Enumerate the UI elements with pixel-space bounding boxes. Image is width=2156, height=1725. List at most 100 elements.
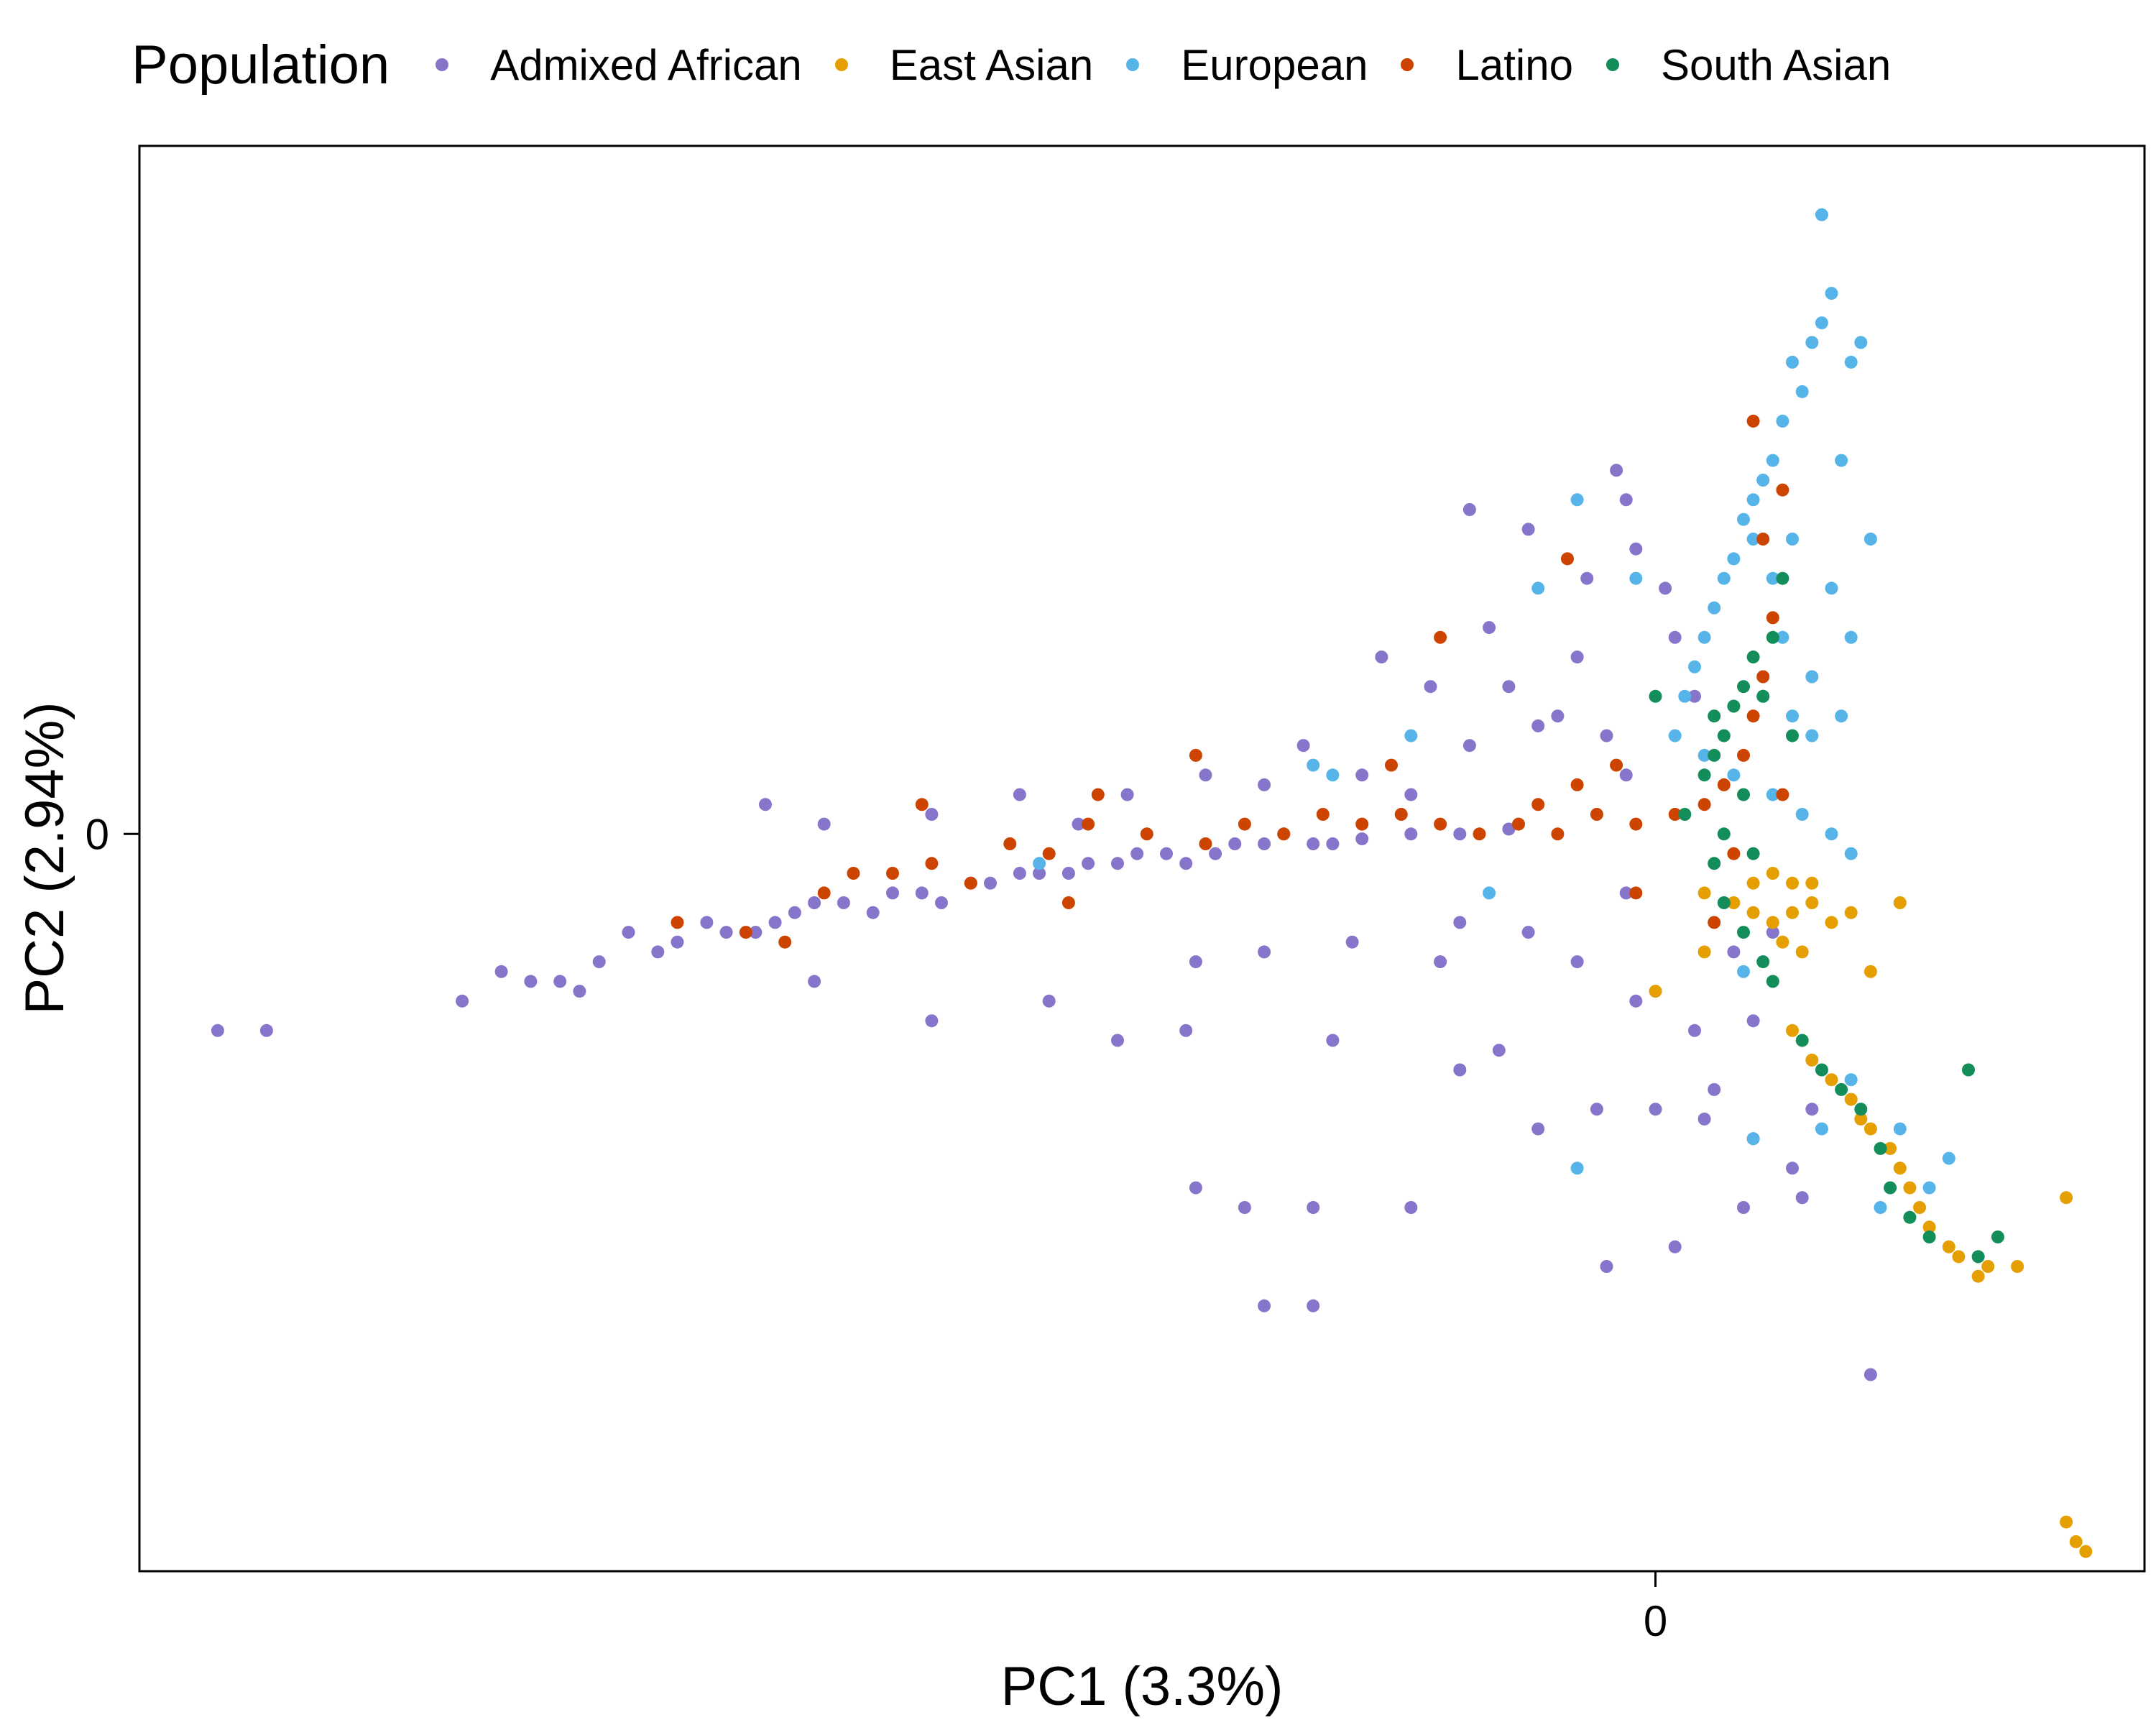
point-admixed-african-47 <box>1120 788 1134 801</box>
point-admixed-african-57 <box>1521 523 1535 536</box>
point-east-asian-18 <box>1864 1122 1877 1136</box>
point-european-3 <box>1786 355 1799 369</box>
point-east-asian-1 <box>1727 896 1741 909</box>
point-european-21 <box>1795 808 1809 821</box>
point-east-asian-29 <box>2060 1191 2073 1205</box>
point-admixed-african-28 <box>700 916 714 929</box>
point-admixed-african-34 <box>984 876 997 890</box>
point-admixed-african-27 <box>651 945 665 959</box>
point-admixed-african-45 <box>1013 788 1026 801</box>
legend-label-admixed-african: Admixed African <box>490 40 802 89</box>
point-latino-15 <box>1434 817 1447 831</box>
legend-item-european: European <box>1126 40 1368 90</box>
point-admixed-african-41 <box>1326 837 1340 850</box>
point-east-asian-37 <box>2079 1545 2093 1558</box>
point-admixed-african-54 <box>1531 719 1545 732</box>
point-latino-10 <box>1238 817 1251 831</box>
point-latino-44 <box>1629 886 1643 900</box>
point-admixed-african-81 <box>1258 945 1271 959</box>
point-south-asian-3 <box>1727 699 1741 713</box>
point-admixed-african-71 <box>1619 768 1633 782</box>
point-south-asian-31 <box>1708 709 1721 723</box>
point-european-28 <box>1864 533 1877 546</box>
point-admixed-african-9 <box>719 926 733 939</box>
point-south-asian-17 <box>1854 1103 1868 1116</box>
point-east-asian-36 <box>2069 1535 2083 1548</box>
point-admixed-african-93 <box>1590 1103 1603 1116</box>
legend-swatch-south-asian <box>1606 58 1619 71</box>
point-admixed-african-42 <box>759 798 772 811</box>
points-layer <box>211 208 2093 1558</box>
point-east-asian-16 <box>1844 1092 1858 1106</box>
point-european-18 <box>1697 748 1711 762</box>
point-european-29 <box>1835 454 1848 467</box>
point-european-20 <box>1766 788 1779 801</box>
point-latino-42 <box>1561 552 1574 566</box>
y-axis-label: PC2 (2.94%) <box>14 702 75 1014</box>
point-european-42 <box>1483 886 1496 900</box>
point-european-16 <box>1678 689 1692 703</box>
point-admixed-african-78 <box>1708 1082 1721 1096</box>
point-south-asian-13 <box>1766 975 1779 988</box>
point-european-52 <box>1570 1162 1584 1175</box>
point-admixed-african-95 <box>1697 1112 1711 1126</box>
point-european-45 <box>1844 1073 1858 1087</box>
point-european-15 <box>1688 660 1701 673</box>
point-admixed-african-19 <box>1209 847 1222 860</box>
point-admixed-african-29 <box>749 926 763 939</box>
point-admixed-african-58 <box>1580 571 1594 585</box>
point-admixed-african-61 <box>1629 542 1643 556</box>
point-latino-5 <box>1003 837 1017 850</box>
point-admixed-african-60 <box>1619 493 1633 507</box>
point-south-asian-1 <box>1708 748 1721 762</box>
point-latino-24 <box>1737 748 1750 762</box>
point-european-10 <box>1746 533 1760 546</box>
point-latino-28 <box>1756 533 1770 546</box>
legend-title: Population <box>132 34 390 96</box>
point-admixed-african-52 <box>1404 788 1418 801</box>
legend-label-east-asian: East Asian <box>889 40 1094 89</box>
point-east-asian-3 <box>1766 916 1779 929</box>
point-admixed-african-69 <box>1688 689 1701 703</box>
point-latino-21 <box>1668 808 1682 821</box>
point-admixed-african-37 <box>1130 847 1144 860</box>
point-european-8 <box>1746 493 1760 507</box>
point-south-asian-18 <box>1874 1141 1887 1155</box>
point-admixed-african-67 <box>1570 650 1584 664</box>
point-admixed-african-65 <box>1424 680 1437 694</box>
point-admixed-african-86 <box>1492 1044 1506 1057</box>
point-south-asian-22 <box>1962 1063 1975 1077</box>
point-european-53 <box>1844 355 1858 369</box>
point-south-asian-7 <box>1737 788 1750 801</box>
point-admixed-african-1 <box>259 1024 273 1037</box>
point-admixed-african-74 <box>1570 955 1584 969</box>
point-latino-26 <box>1756 670 1770 684</box>
point-latino-7 <box>1082 817 1095 831</box>
point-latino-33 <box>1531 798 1545 811</box>
point-admixed-african-55 <box>1551 709 1565 723</box>
legend-item-latino: Latino <box>1401 40 1573 90</box>
point-south-asian-23 <box>1971 1250 1985 1264</box>
point-admixed-african-23 <box>1404 827 1418 841</box>
point-european-36 <box>1629 571 1643 585</box>
point-east-asian-28 <box>2011 1260 2024 1273</box>
point-south-asian-30 <box>1746 847 1760 860</box>
point-latino-0 <box>817 886 831 900</box>
point-european-47 <box>1922 1181 1936 1195</box>
point-latino-1 <box>847 867 860 880</box>
point-european-31 <box>1766 571 1779 585</box>
point-east-asian-15 <box>1825 1073 1838 1087</box>
point-east-asian-25 <box>1952 1250 1966 1264</box>
point-european-46 <box>1893 1122 1907 1136</box>
point-south-asian-24 <box>1991 1230 2004 1243</box>
point-european-22 <box>1825 827 1838 841</box>
point-european-25 <box>1835 709 1848 723</box>
point-european-55 <box>1854 336 1868 349</box>
point-south-asian-16 <box>1835 1082 1848 1096</box>
point-south-asian-29 <box>1678 808 1692 821</box>
point-south-asian-10 <box>1717 896 1731 909</box>
point-admixed-african-107 <box>1864 1368 1877 1381</box>
point-east-asian-24 <box>1942 1240 1955 1254</box>
point-european-0 <box>1815 208 1828 221</box>
point-latino-11 <box>1277 827 1291 841</box>
